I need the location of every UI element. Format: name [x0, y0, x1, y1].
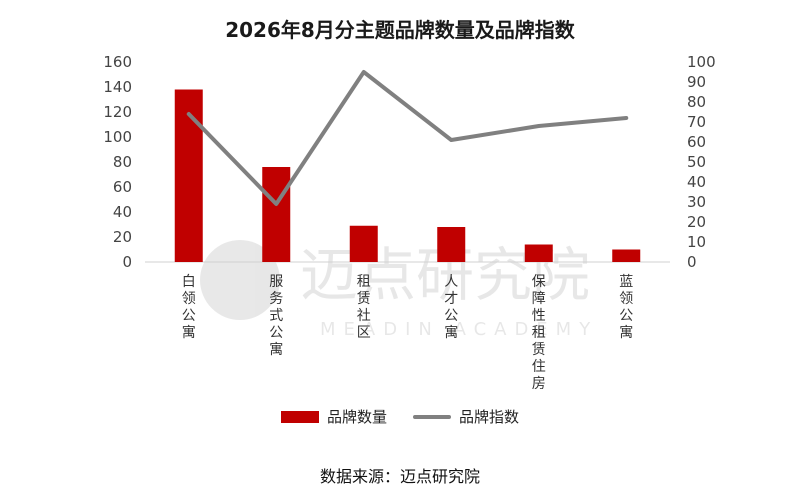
category-label: 租赁社区 [357, 274, 371, 341]
bar [612, 249, 641, 262]
right-axis-tick-label: 80 [687, 93, 706, 111]
left-axis-tick-label: 160 [103, 53, 132, 71]
bar [262, 167, 291, 262]
category-label: 蓝领公寓 [619, 274, 633, 341]
index-line [186, 70, 629, 206]
right-axis-tick-label: 90 [687, 73, 706, 91]
legend-swatch-bar [280, 410, 319, 423]
bar [524, 244, 553, 262]
bar-series [174, 89, 641, 262]
source-note: 数据来源：迈点研究院 [319, 467, 480, 486]
left-axis-tick-label: 40 [113, 203, 132, 221]
right-axis-tick-label: 60 [687, 133, 706, 151]
category-labels: 白领公寓 服务式公寓 租赁社区 人才公寓 保障性租赁住房 蓝领公寓 [182, 274, 634, 392]
right-axis-tick-label: 100 [687, 53, 716, 71]
right-axis-tick-label: 50 [687, 153, 706, 171]
chart-plot: 0 20 40 60 80 100 120 140 160 0 10 20 30 40 50 60 70 80 9… [103, 53, 716, 392]
bar [349, 225, 378, 262]
left-axis-ticks: 0 20 40 60 80 100 120 140 160 [103, 53, 132, 271]
left-axis-tick-label: 100 [103, 128, 132, 146]
bar [174, 89, 203, 262]
right-axis-tick-label: 0 [687, 253, 697, 271]
line-series [186, 70, 629, 206]
bar [437, 227, 466, 262]
left-axis-tick-label: 60 [113, 178, 132, 196]
left-axis-tick-label: 80 [113, 153, 132, 171]
left-axis-tick-label: 0 [122, 253, 132, 271]
left-axis-tick-label: 140 [103, 78, 132, 96]
category-label: 白领公寓 [182, 274, 196, 341]
right-axis-tick-label: 70 [687, 113, 706, 131]
legend-item-line: 品牌指数 [413, 406, 519, 427]
right-axis-tick-label: 30 [687, 193, 706, 211]
right-axis-tick-label: 10 [687, 233, 706, 251]
right-axis-ticks: 0 10 20 30 40 50 60 70 80 90 100 [687, 53, 716, 271]
legend-label-line: 品牌指数 [459, 408, 520, 426]
legend-item-bar: 品牌数量 [280, 406, 387, 427]
legend: 品牌数量 品牌指数 [0, 406, 800, 427]
category-label: 人才公寓 [444, 274, 458, 341]
chart-title: 2026年8月分主题品牌数量及品牌指数 [225, 18, 575, 42]
category-label: 服务式公寓 [269, 274, 283, 358]
right-axis-tick-label: 20 [687, 213, 706, 231]
legend-label-bar: 品牌数量 [326, 408, 387, 426]
category-label: 保障性租赁住房 [532, 274, 546, 392]
legend-swatch-line [413, 414, 451, 419]
right-axis-tick-label: 40 [687, 173, 706, 191]
left-axis-tick-label: 120 [103, 103, 132, 121]
left-axis-tick-label: 20 [113, 228, 132, 246]
